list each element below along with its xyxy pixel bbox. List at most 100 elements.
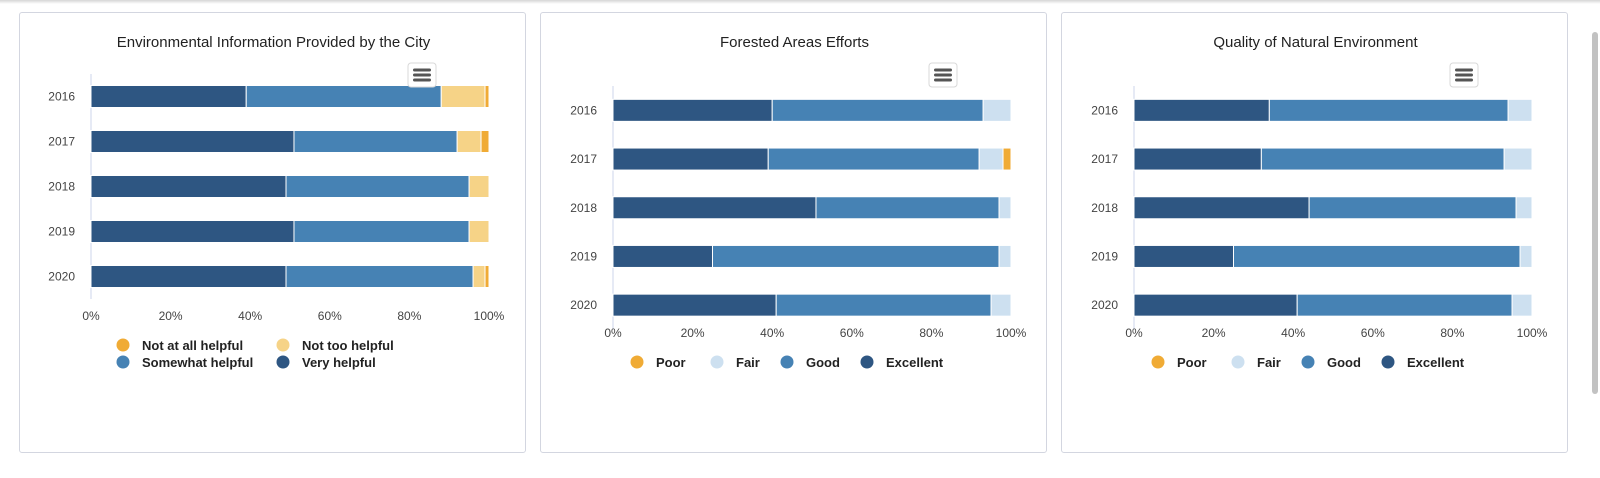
legend-label: Not at all helpful (142, 338, 243, 353)
bar-excellent-2017[interactable] (1133, 147, 1262, 171)
chart-svg-forested-areas: Forested Areas Efforts 2016 2017 2018 2019 20… (570, 34, 1027, 370)
x-tick-label: 0% (1125, 326, 1143, 340)
bar-excellent-2019[interactable] (612, 244, 713, 268)
legend-swatch (1231, 355, 1245, 369)
legend-item-not-at-all-helpful[interactable]: Not at all helpful (116, 338, 244, 353)
x-tick-label: 80% (919, 326, 943, 340)
bar-somewhat-helpful-2018[interactable] (285, 175, 470, 198)
legend-swatch (276, 338, 290, 352)
legend-item-very-helpful[interactable]: Very helpful (276, 355, 376, 370)
legend-item-excellent[interactable]: Excellent (860, 355, 944, 370)
bar-not-too-helpful-2020[interactable] (472, 265, 486, 288)
chart-panel-environmental-information: Environmental Information Provided by th… (19, 12, 526, 453)
legend-item-somewhat-helpful[interactable]: Somewhat helpful (116, 355, 254, 370)
legend-label: Good (1327, 355, 1361, 370)
x-tick-label: 20% (681, 326, 705, 340)
legend-item-poor[interactable]: Poor (1151, 355, 1207, 370)
bar-excellent-2016[interactable] (612, 98, 773, 122)
bar-good-2016[interactable] (771, 98, 984, 122)
bar-not-too-helpful-2017[interactable] (456, 130, 482, 153)
bar-excellent-2016[interactable] (1133, 98, 1270, 122)
legend-item-good[interactable]: Good (1301, 355, 1361, 370)
bar-good-2020[interactable] (775, 293, 992, 317)
category-label-2019: 2019 (570, 249, 597, 263)
chart-title: Forested Areas Efforts (720, 34, 869, 51)
bar-good-2018[interactable] (1308, 196, 1517, 220)
legend-item-good[interactable]: Good (780, 355, 840, 370)
x-tick-label: 20% (1202, 326, 1226, 340)
bar-very-helpful-2018[interactable] (90, 175, 287, 198)
bar-fair-2016[interactable] (1507, 98, 1533, 122)
bar-fair-2018[interactable] (1515, 196, 1533, 220)
bar-very-helpful-2019[interactable] (90, 220, 295, 243)
bar-not-at-all-helpful-2017[interactable] (480, 130, 490, 153)
x-tick-label: 40% (1281, 326, 1305, 340)
bar-fair-2018[interactable] (998, 196, 1012, 220)
hamburger-menu-icon[interactable] (928, 62, 958, 88)
legend-item-fair[interactable]: Fair (710, 355, 760, 370)
bar-good-2017[interactable] (767, 147, 980, 171)
bar-fair-2016[interactable] (982, 98, 1012, 122)
legend-swatch (860, 355, 874, 369)
legend-swatch (116, 338, 130, 352)
bar-good-2016[interactable] (1268, 98, 1509, 122)
legend-label: Excellent (1407, 355, 1465, 370)
bar-good-2019[interactable] (1233, 244, 1521, 268)
bar-very-helpful-2020[interactable] (90, 265, 287, 288)
bar-good-2017[interactable] (1260, 147, 1505, 171)
category-label-2016: 2016 (570, 103, 597, 117)
legend-label: Very helpful (302, 355, 376, 370)
x-tick-label: 100% (996, 326, 1027, 340)
legend-label: Not too helpful (302, 338, 394, 353)
category-label-2019: 2019 (48, 225, 75, 239)
bar-somewhat-helpful-2017[interactable] (293, 130, 458, 153)
x-tick-label: 20% (159, 309, 183, 323)
x-tick-label: 100% (474, 309, 505, 323)
bar-excellent-2019[interactable] (1133, 244, 1234, 268)
category-label-2018: 2018 (1091, 201, 1118, 215)
bar-very-helpful-2017[interactable] (90, 130, 295, 153)
x-tick-label: 100% (1517, 326, 1548, 340)
legend-label: Good (806, 355, 840, 370)
bar-good-2020[interactable] (1296, 293, 1513, 317)
bar-not-at-all-helpful-2020[interactable] (484, 265, 490, 288)
bar-excellent-2020[interactable] (1133, 293, 1298, 317)
legend-swatch (1151, 355, 1165, 369)
bar-not-at-all-helpful-2016[interactable] (484, 85, 490, 108)
bar-good-2018[interactable] (815, 196, 1000, 220)
bar-fair-2019[interactable] (1519, 244, 1533, 268)
bar-excellent-2018[interactable] (1133, 196, 1310, 220)
bar-not-too-helpful-2018[interactable] (468, 175, 490, 198)
legend-swatch (780, 355, 794, 369)
bar-fair-2017[interactable] (1503, 147, 1533, 171)
bar-not-too-helpful-2016[interactable] (440, 85, 486, 108)
legend-label: Fair (736, 355, 760, 370)
category-label-2017: 2017 (48, 135, 75, 149)
page-scrollbar[interactable] (1592, 32, 1598, 394)
x-tick-label: 60% (1361, 326, 1385, 340)
legend-item-not-too-helpful[interactable]: Not too helpful (276, 338, 394, 353)
bar-poor-2017[interactable] (1002, 147, 1012, 171)
category-label-2019: 2019 (1091, 249, 1118, 263)
bar-fair-2020[interactable] (1511, 293, 1533, 317)
bar-excellent-2017[interactable] (612, 147, 769, 171)
legend-item-fair[interactable]: Fair (1231, 355, 1281, 370)
bar-fair-2020[interactable] (990, 293, 1012, 317)
hamburger-menu-icon[interactable] (1449, 62, 1479, 88)
bar-somewhat-helpful-2019[interactable] (293, 220, 470, 243)
bar-somewhat-helpful-2016[interactable] (245, 85, 442, 108)
bar-fair-2019[interactable] (998, 244, 1012, 268)
legend-label: Somewhat helpful (142, 355, 253, 370)
bar-excellent-2020[interactable] (612, 293, 777, 317)
bar-excellent-2018[interactable] (612, 196, 817, 220)
bar-very-helpful-2016[interactable] (90, 85, 247, 108)
legend-item-poor[interactable]: Poor (630, 355, 686, 370)
legend-label: Fair (1257, 355, 1281, 370)
legend-item-excellent[interactable]: Excellent (1381, 355, 1465, 370)
hamburger-menu-icon[interactable] (407, 62, 437, 88)
bar-good-2019[interactable] (712, 244, 1000, 268)
x-tick-label: 0% (82, 309, 100, 323)
bar-fair-2017[interactable] (978, 147, 1004, 171)
bar-not-too-helpful-2019[interactable] (468, 220, 490, 243)
bar-somewhat-helpful-2020[interactable] (285, 265, 474, 288)
